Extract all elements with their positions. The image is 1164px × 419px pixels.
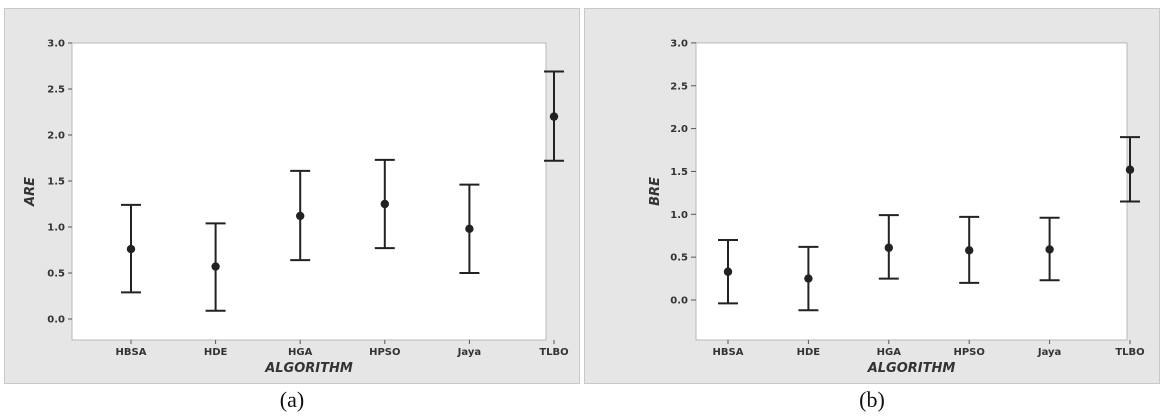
data-point bbox=[211, 262, 220, 271]
x-axis-title: ALGORITHM bbox=[867, 361, 956, 376]
data-point bbox=[723, 267, 733, 276]
chart-panel-a: 0.0 0.5 1.0 1.5 2.0 2.5 3.0 HBSA HDE HGA HPSO Jaya T… bbox=[4, 0, 580, 419]
y-tick-label: 1.0 bbox=[670, 210, 688, 221]
data-point bbox=[1125, 165, 1135, 174]
y-tick-label: 3.0 bbox=[47, 39, 65, 50]
y-tick-label: 1.5 bbox=[47, 177, 65, 188]
data-point bbox=[465, 224, 474, 234]
y-tick-label: 1.5 bbox=[670, 167, 688, 178]
data-point bbox=[804, 274, 813, 283]
x-tick-label: HPSO bbox=[369, 347, 400, 358]
x-tick-label: TLBO bbox=[539, 347, 568, 358]
x-tick-label: HBSA bbox=[713, 347, 744, 358]
y-axis-title: ARE bbox=[23, 177, 38, 207]
data-point bbox=[1045, 245, 1054, 254]
y-tick-label: 1.0 bbox=[47, 223, 65, 234]
y-tick-label: 2.0 bbox=[47, 131, 65, 142]
x-tick-label: Jaya bbox=[457, 347, 481, 358]
x-tick-label: HBSA bbox=[116, 347, 147, 358]
x-axis-title: ALGORITHM bbox=[264, 361, 353, 376]
data-point bbox=[296, 211, 305, 221]
caption-b: (b) bbox=[859, 387, 885, 412]
error-bar-chart-bre: 0.0 0.5 1.0 1.5 2.0 2.5 3.0 HBSA HDE HGA HPSO Jaya T… bbox=[648, 38, 1145, 376]
y-tick-label: 2.5 bbox=[670, 81, 688, 92]
y-tick-label: 2.0 bbox=[670, 124, 688, 135]
plot-area bbox=[695, 42, 1128, 341]
data-point bbox=[965, 246, 974, 255]
x-tick-label: HGA bbox=[288, 347, 313, 358]
x-tick-label: HPSO bbox=[953, 347, 984, 358]
plot-area bbox=[71, 42, 547, 341]
data-point bbox=[126, 244, 136, 254]
y-tick-label: 3.0 bbox=[670, 38, 688, 49]
x-tick-label: HDE bbox=[797, 347, 821, 358]
x-tick-label: TLBO bbox=[1115, 347, 1144, 358]
x-tick-label: HGA bbox=[877, 347, 902, 358]
y-tick-label: 0.5 bbox=[670, 253, 688, 264]
chart-panel-b: 0.0 0.5 1.0 1.5 2.0 2.5 3.0 HBSA HDE HGA HPSO Jaya T… bbox=[584, 0, 1160, 419]
data-point bbox=[884, 243, 893, 252]
y-tick-label: 0.0 bbox=[670, 296, 688, 307]
caption-a: (a) bbox=[279, 387, 305, 412]
data-point bbox=[549, 112, 559, 121]
error-bar-chart-are: 0.0 0.5 1.0 1.5 2.0 2.5 3.0 HBSA HDE HGA HPSO Jaya T… bbox=[23, 39, 569, 377]
y-tick-label: 0.0 bbox=[47, 315, 65, 326]
y-axis-title: BRE bbox=[648, 177, 663, 206]
data-point bbox=[380, 199, 389, 209]
y-tick-label: 2.5 bbox=[47, 85, 65, 96]
x-tick-label: Jaya bbox=[1037, 347, 1061, 358]
y-tick-label: 0.5 bbox=[47, 269, 65, 280]
x-tick-label: HDE bbox=[204, 347, 228, 358]
